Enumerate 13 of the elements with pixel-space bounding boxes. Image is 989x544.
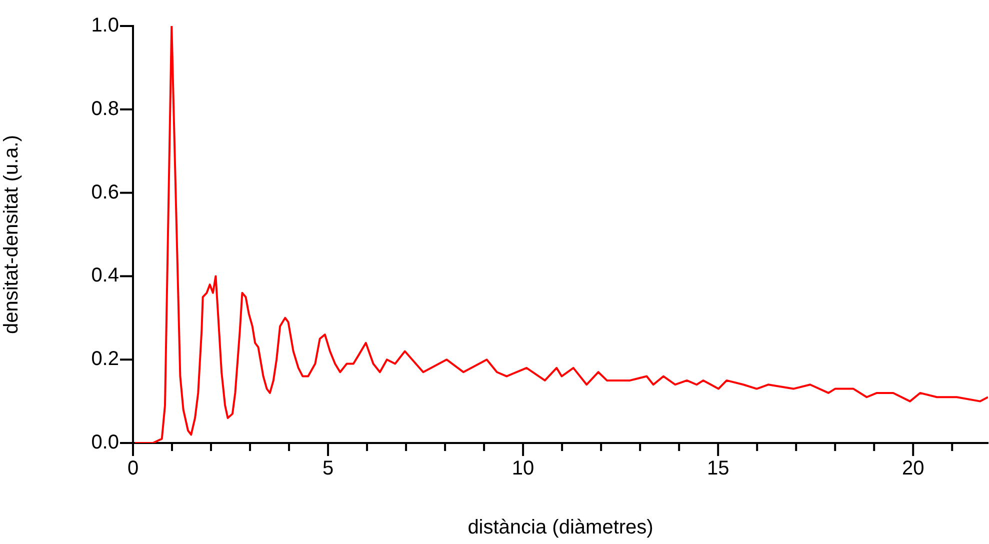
y-tick-label: 0.0: [91, 432, 119, 454]
y-axis-title: densitat-densitat (u.a.): [0, 135, 23, 334]
x-axis-title: distància (diàmetres): [468, 516, 654, 539]
y-tick-label: 1.0: [91, 14, 119, 37]
y-tick-label: 0.8: [91, 98, 119, 120]
y-tick-label: 0.4: [91, 264, 119, 287]
x-tick-label: 5: [322, 458, 334, 480]
x-tick-label: 0: [127, 458, 139, 480]
x-tick-label: 20: [902, 458, 924, 480]
x-tick-label: 10: [512, 458, 534, 480]
y-tick-label: 0.2: [91, 348, 119, 370]
y-tick-label: 0.6: [91, 181, 119, 204]
x-tick-label: 15: [706, 458, 730, 480]
